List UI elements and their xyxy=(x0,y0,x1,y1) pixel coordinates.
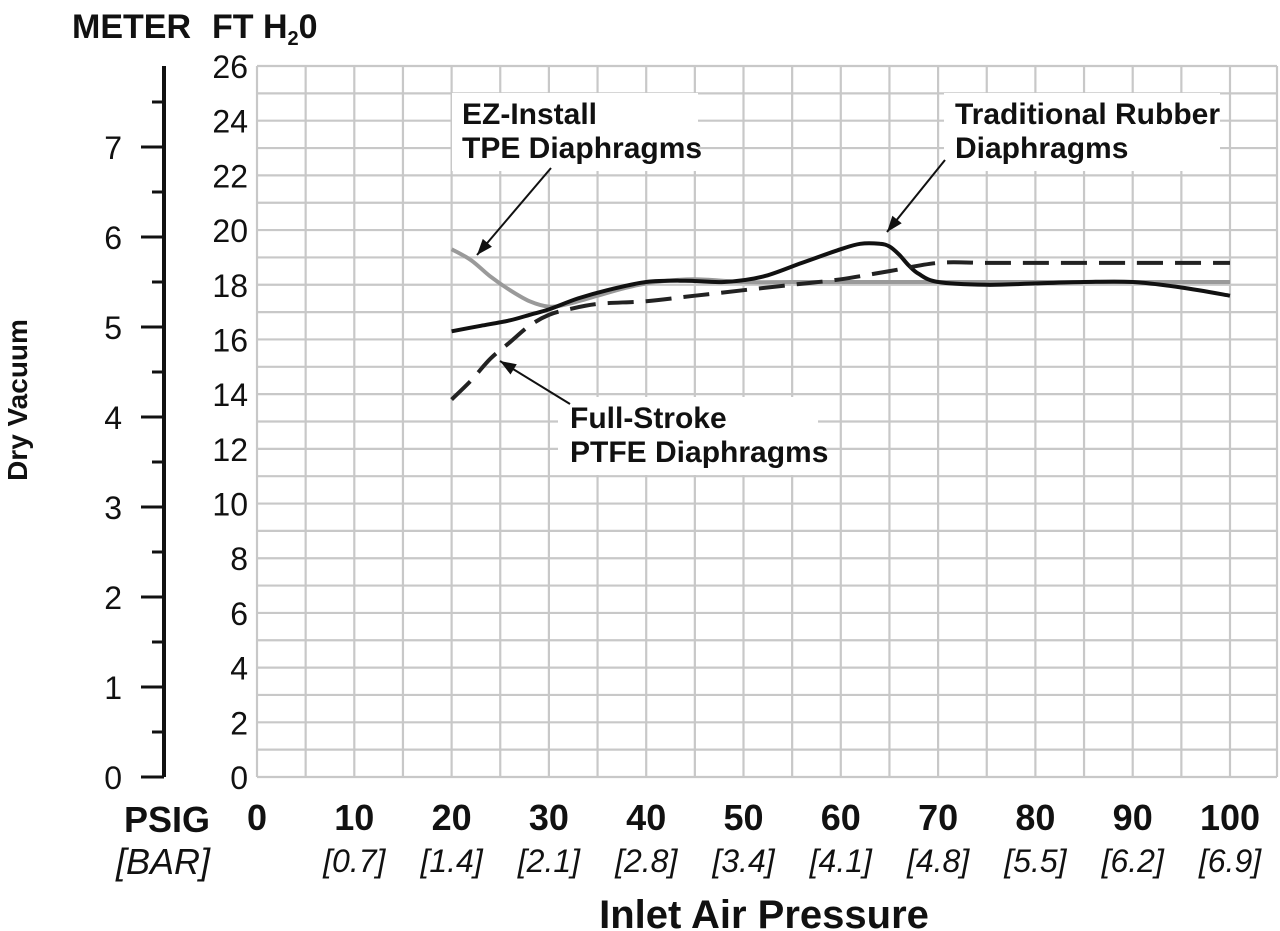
series-line-ptfe xyxy=(450,260,1230,402)
ft-h2o-tick-label: 20 xyxy=(212,213,248,249)
callout-label-ptfe: Full-Stroke xyxy=(570,402,727,435)
meter-axis-title: METER xyxy=(72,8,191,46)
x-tick-label-bar: [3.4] xyxy=(711,843,775,879)
meter-tick-label: 1 xyxy=(104,670,122,706)
ft-h2o-tick-label: 24 xyxy=(212,104,248,140)
psig-label: PSIG xyxy=(124,799,210,840)
meter-tick-label: 4 xyxy=(104,400,122,436)
x-tick-label-bar: [4.1] xyxy=(809,843,873,879)
ft-h2o-tick-label: 22 xyxy=(212,158,248,194)
ft-h2o-tick-label: 0 xyxy=(230,760,248,796)
x-axis-label: Inlet Air Pressure xyxy=(599,893,929,931)
x-tick-label-bar: [0.7] xyxy=(322,843,386,879)
ft-h2o-tick-label: 26 xyxy=(212,49,248,85)
x-tick-label-bar: [4.8] xyxy=(906,843,970,879)
callout-label-tpe: TPE Diaphragms xyxy=(462,132,702,165)
ft-h2o-tick-label: 8 xyxy=(230,541,248,577)
callout-box xyxy=(558,397,818,475)
x-tick-label-bar: [2.1] xyxy=(517,843,581,879)
callout-label-tpe: EZ-Install xyxy=(462,98,597,131)
ft-h2o-tick-label: 4 xyxy=(230,651,248,687)
x-tick-label-psig: 100 xyxy=(1200,797,1260,838)
x-tick-label-bar: [6.9] xyxy=(1198,843,1262,879)
series-line-rubber xyxy=(451,241,1231,334)
x-tick-label-psig: 20 xyxy=(432,797,472,838)
meter-tick-label: 5 xyxy=(104,310,122,346)
meter-tick-label: 6 xyxy=(104,220,122,256)
bar-label: [BAR] xyxy=(115,841,211,882)
callout-label-rubber: Traditional Rubber xyxy=(955,98,1220,131)
ft-h2o-tick-label: 6 xyxy=(230,596,248,632)
x-tick-label-psig: 10 xyxy=(334,797,374,838)
x-tick-label-bar: [2.8] xyxy=(614,843,678,879)
ft-h2o-tick-label: 18 xyxy=(212,268,248,304)
x-tick-label-bar: [6.2] xyxy=(1101,843,1165,879)
callout-arrowhead xyxy=(887,215,902,232)
ft-h2o-tick-label: 10 xyxy=(212,487,248,523)
x-tick-label-psig: 30 xyxy=(529,797,569,838)
ft-h2o-tick-label: 2 xyxy=(230,705,248,741)
ft-h2o-tick-label: 16 xyxy=(212,322,248,358)
callout-box xyxy=(944,93,1220,171)
x-tick-labels: 0 10 [0.7] 20 [1.4] 30 [2.1] 40 [2.8] 50 [3.4] 60 [4… xyxy=(247,797,1262,879)
ft-h2o-axis-title: FT H20 xyxy=(212,8,318,50)
x-tick-label-psig: 50 xyxy=(723,797,763,838)
callout-leader-line xyxy=(476,167,552,256)
callout-box xyxy=(452,93,698,171)
meter-axis: 0 1 2 3 4 5 6 7 xyxy=(104,66,166,796)
x-tick-label-psig: 0 xyxy=(247,797,267,838)
x-tick-label-psig: 60 xyxy=(821,797,861,838)
x-tick-label-psig: 80 xyxy=(1015,797,1055,838)
callout-label-rubber: Diaphragms xyxy=(955,132,1128,165)
meter-tick-label: 2 xyxy=(104,580,122,616)
callout-arrowhead xyxy=(500,361,517,375)
series-lines xyxy=(450,241,1231,402)
x-tick-label-psig: 40 xyxy=(626,797,666,838)
ft-h2o-tick-label: 14 xyxy=(212,377,248,413)
x-tick-label-bar: [5.5] xyxy=(1003,843,1067,879)
meter-tick-label: 0 xyxy=(104,760,122,796)
callout-arrowhead xyxy=(477,238,492,255)
meter-tick-label: 3 xyxy=(104,490,122,526)
x-tick-label-bar: [1.4] xyxy=(419,843,483,879)
meter-tick-label: 7 xyxy=(104,130,122,166)
y-axis-label: Dry Vacuum xyxy=(2,319,33,481)
callout-label-ptfe: PTFE Diaphragms xyxy=(570,436,828,469)
x-tick-label-psig: 90 xyxy=(1113,797,1153,838)
ft-h2o-tick-label: 12 xyxy=(212,432,248,468)
x-tick-label-psig: 70 xyxy=(918,797,958,838)
